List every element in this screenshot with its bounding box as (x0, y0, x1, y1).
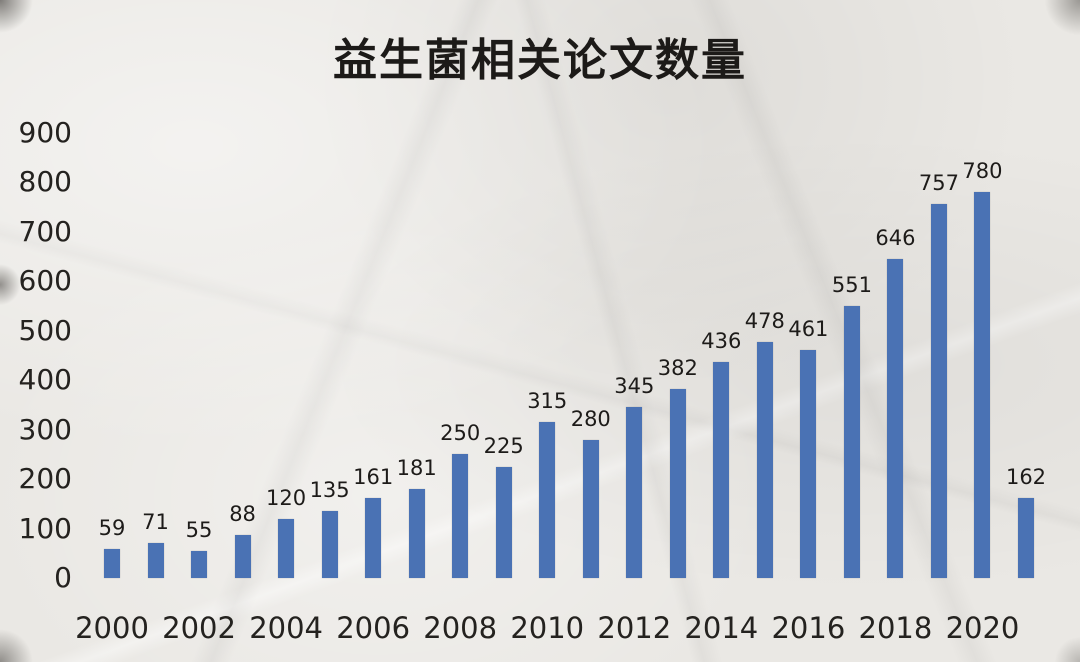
bar-2000 (104, 548, 120, 578)
value-label-2017: 551 (831, 272, 872, 297)
bar-2013 (669, 389, 686, 578)
bar-2018 (887, 258, 904, 578)
y-tick-100: 100 (18, 511, 72, 545)
value-label-2013: 382 (657, 356, 698, 381)
value-label-2019: 757 (918, 170, 959, 195)
x-tick-2004: 2004 (249, 611, 323, 645)
bar-2002 (191, 550, 208, 578)
x-tick-2002: 2002 (162, 611, 236, 645)
bar-2006 (365, 498, 382, 578)
value-label-2009: 225 (483, 433, 524, 458)
value-label-2008: 250 (440, 421, 481, 446)
y-axis: 0 100 200 300 400 500 600 700 800 900 (0, 0, 72, 662)
value-label-2007: 181 (396, 455, 437, 480)
bar-2015 (756, 341, 773, 578)
y-tick-300: 300 (18, 412, 72, 446)
bar-2012 (626, 407, 643, 578)
bar-2014 (713, 362, 730, 578)
bar-2005 (321, 511, 338, 578)
bar-2001 (147, 542, 164, 578)
x-tick-2000: 2000 (75, 611, 149, 645)
x-tick-2016: 2016 (771, 611, 846, 645)
bar-2020 (974, 192, 991, 578)
chart-title: 益生菌相关论文数量 (333, 35, 747, 86)
value-label-2004: 120 (266, 485, 307, 510)
value-label-2005: 135 (309, 478, 350, 503)
value-label-2003: 88 (229, 501, 256, 526)
bar-2008 (452, 454, 469, 578)
x-axis: 2000 2002 2004 2006 2008 2010 2012 2014 2016 2018… (0, 608, 1080, 652)
x-tick-2008: 2008 (423, 611, 498, 645)
bar-2009 (495, 466, 512, 578)
x-tick-2020: 2020 (945, 611, 1020, 645)
value-label-2001: 71 (142, 509, 169, 534)
value-label-2000: 59 (98, 515, 126, 540)
value-label-2002: 55 (185, 517, 213, 542)
x-tick-2010: 2010 (510, 611, 585, 645)
x-tick-2006: 2006 (336, 611, 411, 645)
y-tick-500: 500 (18, 313, 72, 347)
value-label-2018: 646 (875, 225, 916, 250)
bar-2010 (539, 422, 556, 578)
y-tick-700: 700 (18, 214, 72, 248)
value-label-2021: 162 (1005, 464, 1047, 489)
value-label-2016: 461 (788, 317, 829, 342)
x-tick-2012: 2012 (597, 611, 672, 645)
value-label-2010: 315 (527, 389, 568, 414)
bar-2016 (800, 350, 817, 578)
bar-2021 (1018, 497, 1034, 578)
y-tick-0: 0 (54, 561, 72, 594)
value-label-2011: 280 (570, 406, 611, 431)
value-label-2012: 345 (614, 374, 655, 399)
value-label-2014: 436 (701, 329, 742, 354)
x-tick-2014: 2014 (684, 611, 759, 645)
bar-2007 (408, 488, 425, 578)
plot-area: 59 71 55 88 120 135 161 181 250 225 315 280 345 382 43… (90, 133, 1048, 578)
y-tick-800: 800 (18, 165, 72, 199)
x-tick-2018: 2018 (858, 611, 933, 645)
y-tick-200: 200 (18, 462, 72, 496)
value-label-2015: 478 (744, 308, 785, 333)
value-label-2020: 780 (962, 159, 1003, 184)
bar-2019 (930, 203, 947, 578)
value-label-2006: 161 (353, 465, 394, 490)
bar-2004 (278, 518, 295, 578)
y-tick-600: 600 (18, 264, 72, 298)
bar-2017 (843, 305, 860, 578)
bar-2011 (582, 439, 599, 578)
y-tick-900: 900 (18, 116, 72, 149)
y-tick-400: 400 (18, 363, 72, 397)
bar-2003 (234, 534, 251, 578)
